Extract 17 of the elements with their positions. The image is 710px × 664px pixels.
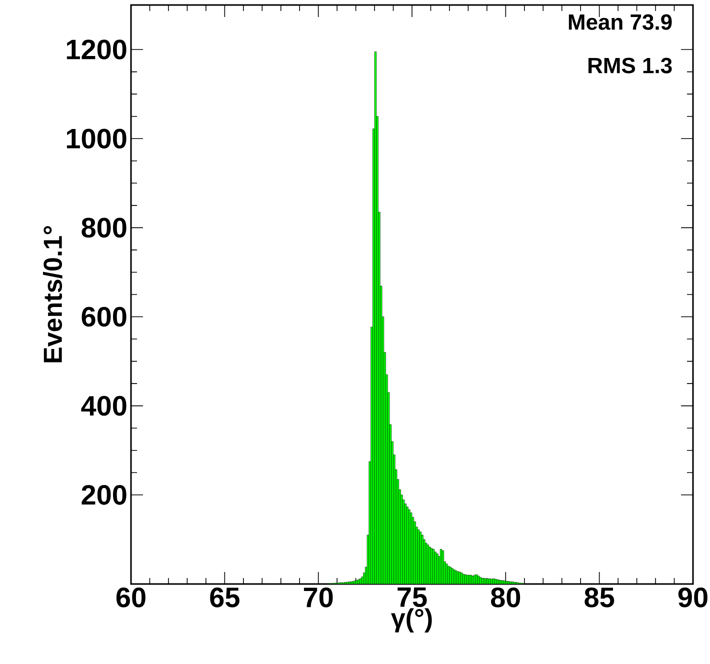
y-tick-label: 800 (82, 218, 126, 238)
x-tick-label: 65 (210, 588, 240, 608)
x-tick-label: 75 (398, 588, 427, 608)
x-tick-label: 80 (490, 588, 520, 608)
y-tick-label: 400 (81, 396, 126, 416)
y-tick-label: 1200 (66, 40, 126, 60)
y-tick-label: 1000 (66, 128, 126, 149)
y-tick-label: 600 (82, 306, 126, 327)
y-axis-title: Events/0.1° (42, 226, 62, 362)
x-tick-label: 60 (116, 588, 146, 608)
annotation: RMS 1.3 (588, 58, 672, 74)
x-tick-label: 90 (678, 588, 708, 608)
x-tick-label: 85 (584, 588, 614, 608)
x-tick-label: 70 (304, 588, 333, 608)
x-axis-title: γ(°) (391, 608, 432, 632)
y-tick-label: 200 (82, 485, 126, 505)
annotation: Mean 73.9 (568, 14, 672, 30)
